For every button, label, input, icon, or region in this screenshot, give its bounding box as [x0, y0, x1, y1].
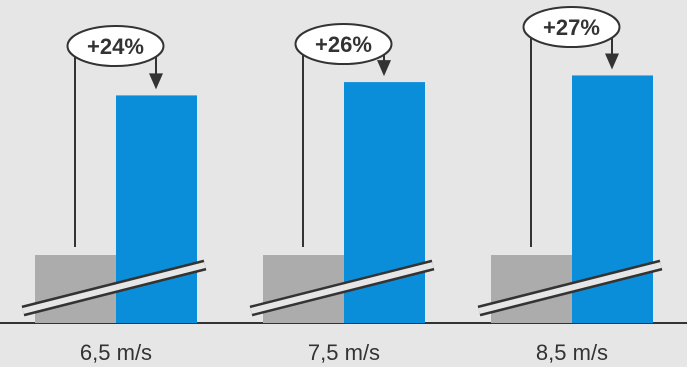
- bars-group: [35, 75, 653, 324]
- callout-bubble-1: [66, 25, 165, 67]
- callout-arrowhead-2: [377, 60, 391, 77]
- axis-break-gap-2: [250, 262, 434, 314]
- callout-arrowhead-3: [605, 53, 619, 70]
- x-tick-label-1: 6,5 m/s: [80, 340, 152, 365]
- callout-label-1: +24%: [87, 34, 144, 59]
- callout-arrowhead-1: [149, 73, 163, 90]
- callouts-group: +24% +26% +27%: [66, 6, 621, 247]
- x-tick-label-3: 8,5 m/s: [536, 340, 608, 365]
- callout-bubble-3: [522, 6, 621, 48]
- callout-label-3: +27%: [543, 15, 600, 40]
- axis-breaks-group: [21, 259, 663, 317]
- tick-labels-group: 6,5 m/s 7,5 m/s 8,5 m/s: [80, 340, 608, 365]
- axis-break-gap-3: [478, 262, 662, 314]
- callout-label-2: +26%: [315, 32, 372, 57]
- x-tick-label-2: 7,5 m/s: [308, 340, 380, 365]
- axis-break-gap-1: [22, 262, 206, 314]
- callout-bubble-2: [294, 23, 393, 65]
